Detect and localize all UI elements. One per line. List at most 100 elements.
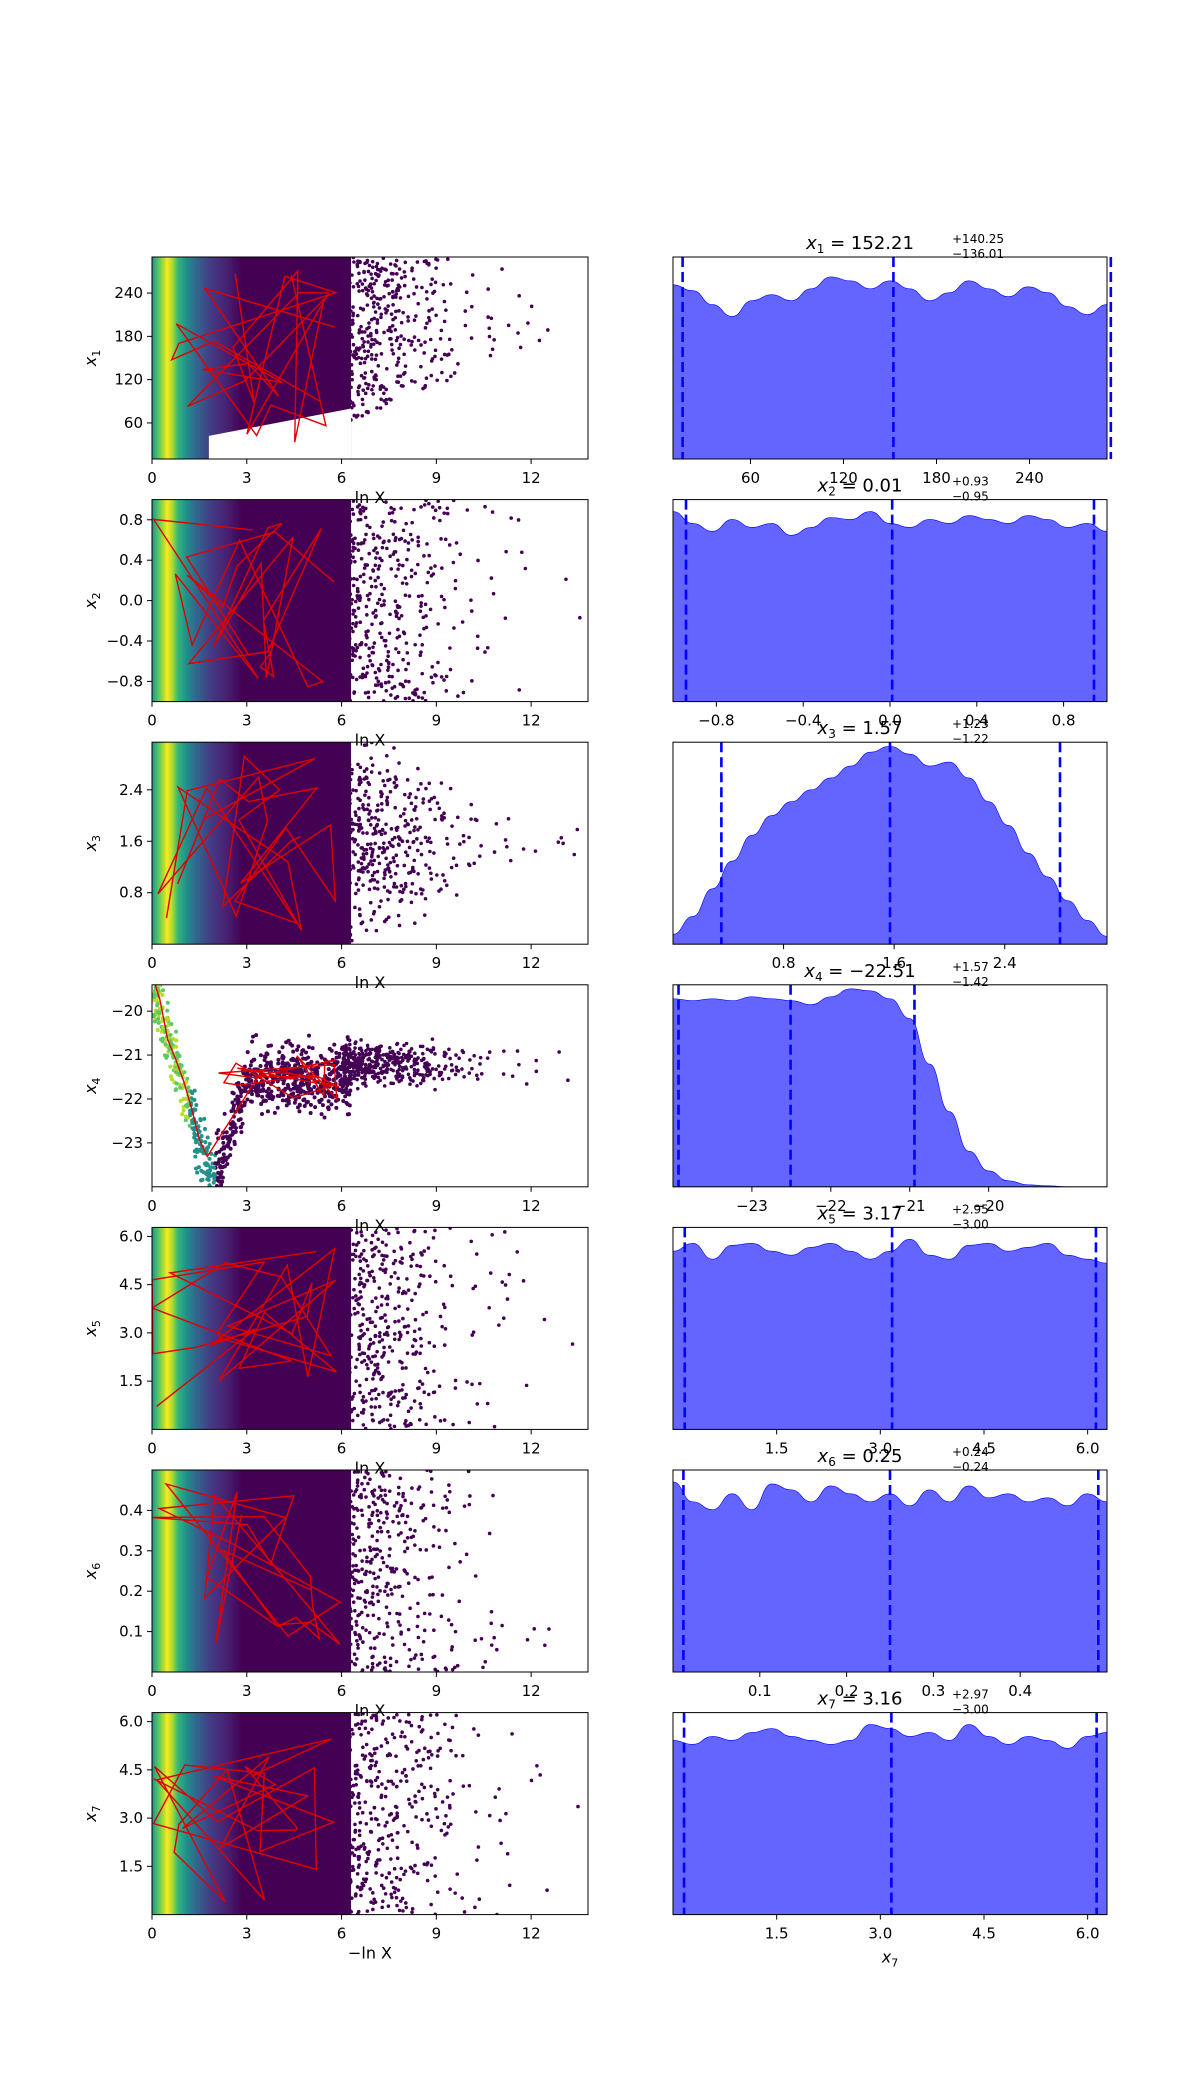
sample-point [362,1282,367,1287]
sample-point [424,1066,429,1071]
sample-point [377,564,382,568]
x-tick-label: 6 [337,1439,347,1457]
sample-point [475,1077,480,1081]
sample-point [383,1488,387,1493]
sample-point [423,1229,428,1234]
sample-point [379,397,383,402]
sample-point [411,1252,415,1257]
sample-point [376,1592,380,1597]
sample-point [370,276,374,281]
sample-point [385,1501,389,1506]
sample-point [357,1801,362,1805]
sample-point [393,1258,398,1263]
sample-point [397,843,401,847]
sample-point [341,1537,345,1542]
sample-point [363,278,367,282]
sample-point [448,646,452,650]
sample-point [208,1168,213,1173]
sample-point [174,1081,179,1086]
sample-point [412,1062,417,1067]
sample-point [364,1238,368,1242]
sample-point [378,406,383,410]
sample-point [349,1616,353,1621]
sample-point [486,287,490,291]
sample-point [458,1560,462,1564]
sample-point [438,1746,442,1751]
sample-point [268,1062,273,1067]
sample-point [164,1055,169,1060]
sample-point [353,1053,358,1057]
sample-point [387,511,392,516]
sample-point [363,674,368,679]
sample-point [402,1043,406,1048]
sample-point [232,1139,237,1144]
sample-point [347,328,351,333]
sample-point [355,586,360,591]
sample-point [437,1384,442,1388]
sample-point [351,1588,356,1593]
sample-point [504,549,508,554]
sample-point [367,862,371,866]
sample-point [363,286,368,290]
sample-point [395,1227,399,1231]
sample-point [363,506,368,511]
sample-point [343,1328,348,1332]
sample-point [235,1098,240,1103]
sample-point [291,1049,296,1054]
sample-point [483,504,487,509]
sample-point [397,616,401,621]
sample-point [408,532,413,537]
sample-point [343,761,348,765]
sample-point [368,1545,372,1550]
sample-point [310,1046,315,1051]
sample-point [369,842,373,846]
sample-point [430,1752,434,1757]
sample-point [353,838,358,842]
sample-point [348,1540,352,1545]
x-tick-label: 6 [337,712,347,730]
sample-point [444,1814,448,1818]
sample-point [301,1048,306,1053]
sample-point [165,1008,170,1013]
x-tick-label: −20 [973,1197,1005,1215]
y-tick-label: −0.4 [107,632,143,650]
sample-point [351,1066,356,1070]
sample-point [439,328,444,333]
sample-point [407,1076,412,1080]
x-tick-label: 1.5 [765,1925,789,1943]
sample-point [369,756,373,760]
sample-point [345,401,350,405]
sample-point [408,1240,412,1245]
sample-point [350,658,355,663]
sample-point [429,1902,433,1907]
y-tick-label: −21 [111,1046,143,1064]
sample-point [348,925,353,929]
sample-point [374,1714,379,1719]
sample-point [377,1286,382,1290]
sample-point [363,356,368,361]
sample-point [570,1342,575,1346]
sample-point [348,554,352,559]
sample-point [373,1363,377,1367]
x-tick-label: 0.4 [1008,1682,1032,1700]
sample-point [382,586,387,591]
sample-point [510,1074,515,1079]
sample-point [340,1748,345,1753]
x-tick-label: 3 [242,954,252,972]
sample-point [382,870,387,875]
sample-point [521,847,526,851]
sample-point [477,854,482,858]
sample-point [346,677,351,682]
density-title: x1 = 152.21 [805,233,914,256]
x-tick-label: 12 [522,1925,541,1943]
sample-point [431,1390,436,1395]
sample-point [367,1524,371,1529]
sample-point [388,1413,393,1418]
sample-point [427,1340,432,1345]
sample-point [433,817,437,822]
sample-point [238,1117,243,1122]
sample-point [367,795,371,800]
sample-point [375,1305,380,1310]
sample-point [341,386,346,391]
sample-point [378,1066,383,1071]
